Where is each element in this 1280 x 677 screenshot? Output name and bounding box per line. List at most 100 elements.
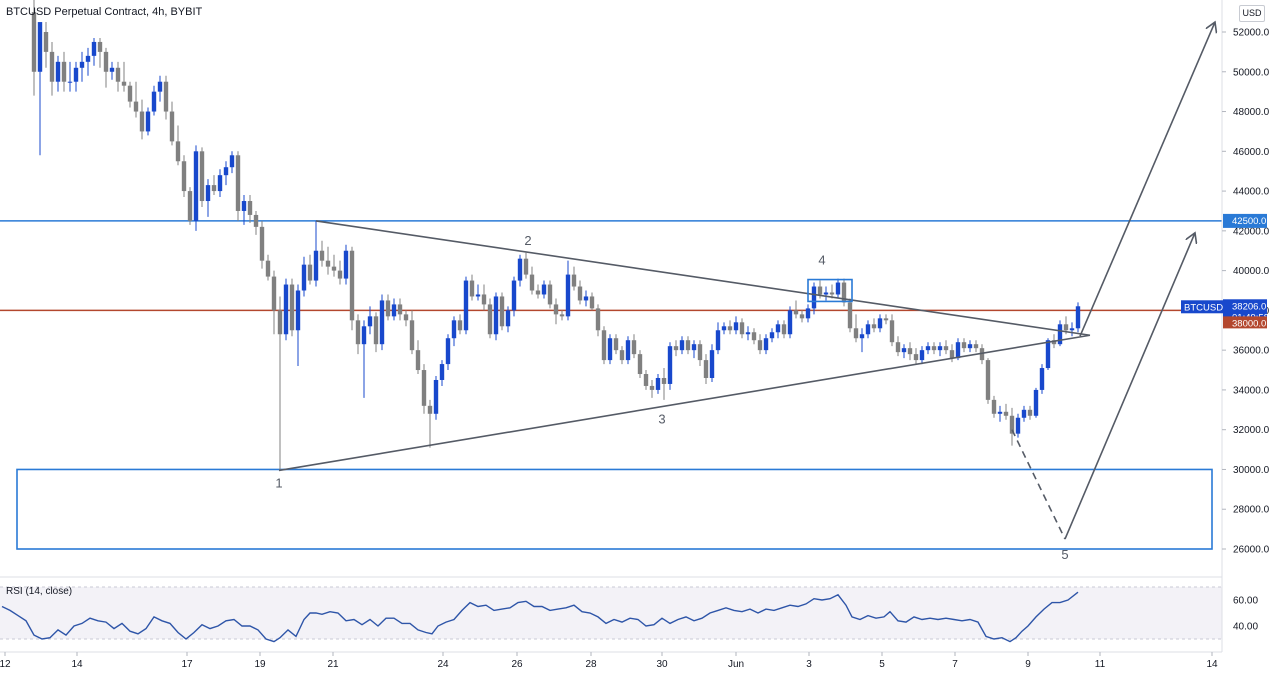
candle xyxy=(163,75,169,120)
candle xyxy=(589,292,595,311)
candle xyxy=(1045,338,1051,371)
candle xyxy=(373,312,379,353)
candle-body xyxy=(985,360,991,400)
candle-body xyxy=(187,191,193,221)
candle xyxy=(493,292,499,341)
candle-body xyxy=(1063,324,1069,331)
candle-body xyxy=(49,51,55,82)
candle xyxy=(301,256,307,297)
candle xyxy=(529,266,535,295)
candle-body xyxy=(511,280,517,311)
rsi-pane[interactable] xyxy=(0,586,1222,643)
candle xyxy=(211,175,217,196)
candle xyxy=(247,195,253,223)
candle xyxy=(811,282,817,315)
projection-arrow xyxy=(1079,22,1215,337)
candle-body xyxy=(841,282,847,303)
time-tick-label: 14 xyxy=(1206,659,1218,670)
time-tick-label: 30 xyxy=(656,659,668,670)
candle-body xyxy=(1051,340,1057,345)
candle xyxy=(115,61,121,92)
candle-body xyxy=(757,340,763,351)
candle-body xyxy=(721,326,727,331)
candle-body xyxy=(361,326,367,345)
candle-body xyxy=(541,284,547,295)
candle-body xyxy=(991,399,997,414)
candle xyxy=(613,334,619,355)
candle-body xyxy=(391,304,397,317)
candle-body xyxy=(211,185,217,192)
candle xyxy=(379,294,385,351)
candle xyxy=(499,292,505,331)
chart-title: BTCUSD Perpetual Contract, 4h, BYBIT xyxy=(6,6,203,18)
candle-body xyxy=(235,155,241,211)
candle xyxy=(727,320,733,335)
candle xyxy=(583,290,589,307)
time-tick-label: 28 xyxy=(585,659,597,670)
candle xyxy=(517,254,523,287)
candle-body xyxy=(493,296,499,335)
candle xyxy=(859,328,865,353)
candle-body xyxy=(535,290,541,295)
candle-body xyxy=(385,300,391,317)
candle-body xyxy=(397,304,403,315)
candle xyxy=(667,342,673,390)
price-pane[interactable] xyxy=(0,0,1222,550)
candle xyxy=(391,298,397,321)
candle-body xyxy=(679,340,685,351)
candle-body xyxy=(433,379,439,414)
candle-body xyxy=(295,290,301,331)
candle xyxy=(787,306,793,339)
candle-body xyxy=(229,155,235,168)
currency-button[interactable]: USD xyxy=(1239,5,1265,22)
candle-body xyxy=(193,151,199,221)
candle xyxy=(895,336,901,357)
candle xyxy=(997,405,1003,422)
candle xyxy=(907,342,913,361)
candle xyxy=(1039,364,1045,394)
candle-body xyxy=(943,346,949,351)
candle-body xyxy=(403,314,409,321)
candle xyxy=(757,334,763,355)
candle-body xyxy=(613,338,619,351)
time-tick-label: 7 xyxy=(952,659,958,670)
candle xyxy=(49,41,55,96)
candle-body xyxy=(817,286,823,295)
candle xyxy=(421,364,427,414)
candle-body xyxy=(631,340,637,355)
candle-body xyxy=(265,260,271,277)
time-tick-label: 3 xyxy=(806,659,812,670)
triangle-line xyxy=(315,220,1091,337)
price-tick-label: 40000.0 xyxy=(1233,266,1270,277)
candle xyxy=(925,342,931,355)
candle xyxy=(553,298,559,325)
candle xyxy=(475,284,481,301)
candle xyxy=(223,161,229,186)
level-blue-tag: 42500.0 xyxy=(1232,216,1266,227)
candle-body xyxy=(529,274,535,291)
candle xyxy=(85,47,91,76)
candle-body xyxy=(1045,340,1051,369)
candle xyxy=(967,340,973,353)
candle-body xyxy=(811,286,817,309)
candle xyxy=(1075,302,1081,333)
candle xyxy=(931,342,937,355)
candle-body xyxy=(913,354,919,361)
candle-body xyxy=(1057,324,1063,345)
candle xyxy=(1021,405,1027,422)
candle xyxy=(733,316,739,335)
candle-body xyxy=(583,296,589,301)
candle-body xyxy=(301,264,307,291)
time-tick-label: 19 xyxy=(254,659,266,670)
candle xyxy=(643,370,649,390)
candle xyxy=(751,328,757,345)
candle xyxy=(523,252,529,279)
candle xyxy=(331,254,337,277)
candle-body xyxy=(961,342,967,349)
candle xyxy=(691,340,697,359)
candle-body xyxy=(169,111,175,142)
symbol-badge-bg xyxy=(1181,300,1223,314)
candle xyxy=(43,22,49,68)
